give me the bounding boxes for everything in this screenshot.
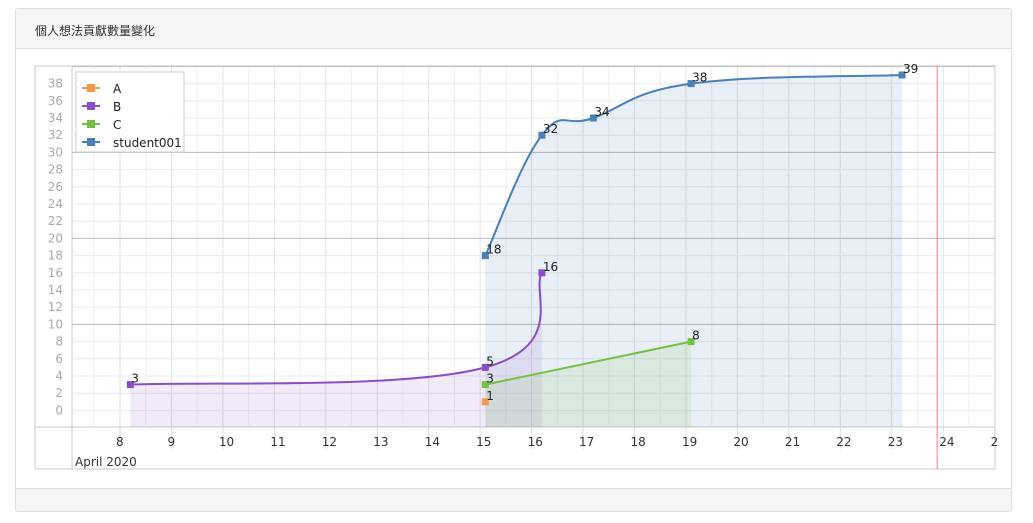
data-label-student001: 32 (543, 122, 558, 136)
point-C (481, 381, 489, 389)
y-tick-label: 34 (48, 111, 63, 125)
x-axis-caption: April 2020 (75, 455, 137, 469)
y-tick-label: 36 (48, 94, 63, 108)
y-tick-label: 24 (48, 197, 63, 211)
y-tick-label: 12 (48, 300, 63, 314)
x-tick-label: 12 (322, 435, 337, 449)
x-tick-label: 15 (476, 435, 491, 449)
point-B (481, 363, 489, 371)
point-A (481, 398, 489, 406)
y-tick-label: 2 (55, 386, 63, 400)
y-tick-label: 32 (48, 128, 63, 142)
y-tick-label: 18 (48, 249, 63, 263)
x-tick-label: 14 (425, 435, 440, 449)
data-label-B: 3 (131, 372, 139, 386)
legend-swatch-marker (87, 84, 95, 92)
point-student001 (687, 80, 695, 88)
y-tick-label: 6 (55, 352, 63, 366)
y-tick-label: 22 (48, 214, 63, 228)
x-tick-label: 16 (528, 435, 543, 449)
data-label-student001: 39 (903, 62, 918, 76)
area-student001 (485, 75, 903, 427)
x-tick-label: 23 (888, 435, 903, 449)
y-tick-label: 28 (48, 163, 63, 177)
x-tick-label: 13 (373, 435, 388, 449)
data-label-student001: 38 (692, 71, 707, 85)
chart-grid (72, 65, 996, 427)
y-tick-label: 4 (55, 369, 63, 383)
x-tick-label: 19 (682, 435, 697, 449)
legend-swatch-marker (87, 138, 95, 146)
legend-label: B (113, 100, 121, 114)
y-tick-label: 38 (48, 77, 63, 91)
y-tick-label: 20 (48, 231, 63, 245)
legend-label: C (113, 118, 121, 132)
x-tick-label: 22 (836, 435, 851, 449)
panel-title: 個人想法貢獻數量變化 (35, 24, 156, 38)
line-C (485, 340, 692, 386)
x-tick-label: 11 (270, 435, 285, 449)
x-tick-label: 20 (733, 435, 748, 449)
point-B (126, 381, 134, 389)
x-tick-label: 24 (939, 435, 954, 449)
data-label-B: 5 (486, 354, 494, 368)
x-tick-label: 17 (579, 435, 594, 449)
y-tick-label: 10 (48, 317, 63, 331)
y-tick-label: 0 (55, 403, 63, 417)
series-points (126, 71, 906, 406)
data-label-C: 3 (486, 372, 494, 386)
y-tick-label: 30 (48, 145, 63, 159)
point-student001 (481, 252, 489, 260)
x-tick-label: 2 (991, 435, 999, 449)
plot-frame (34, 65, 996, 470)
y-tick-label: 16 (48, 266, 63, 280)
panel-footer (15, 488, 1012, 512)
panel-heading: 個人想法貢獻數量變化 (16, 9, 1011, 49)
line-B (130, 272, 543, 386)
line-student001 (484, 74, 903, 257)
x-tick-label: 10 (219, 435, 234, 449)
point-B (538, 269, 546, 277)
legend-swatch-marker (87, 102, 95, 110)
x-tick-label: 18 (631, 435, 646, 449)
data-label-student001: 34 (594, 105, 609, 119)
area-C (485, 341, 692, 427)
data-label-B: 16 (543, 260, 558, 274)
area-B (130, 272, 542, 427)
series-areas (130, 75, 903, 427)
point-C (687, 338, 695, 346)
y-tick-label: 8 (55, 335, 63, 349)
data-label-A: 1 (486, 389, 494, 403)
legend-label: A (113, 82, 122, 96)
x-tick-label: 8 (116, 435, 124, 449)
y-tick-label: 14 (48, 283, 63, 297)
x-tick-label: 21 (785, 435, 800, 449)
x-tick-label: 9 (167, 435, 175, 449)
point-student001 (898, 71, 906, 79)
point-student001 (538, 131, 546, 139)
point-student001 (589, 114, 597, 122)
legend-swatch-marker (87, 120, 95, 128)
data-label-student001: 18 (486, 243, 501, 257)
chart-frame (34, 65, 996, 470)
y-tick-label: 26 (48, 180, 63, 194)
data-label-C: 8 (692, 329, 700, 343)
legend-label: student001 (113, 136, 182, 150)
series-lines (130, 74, 903, 386)
